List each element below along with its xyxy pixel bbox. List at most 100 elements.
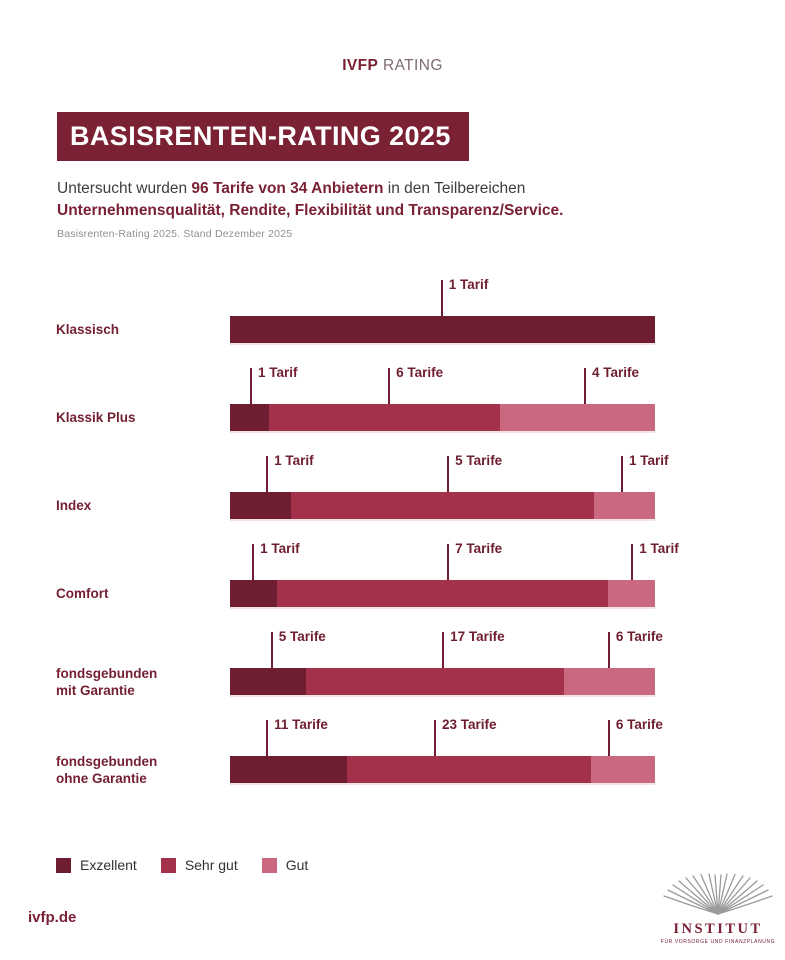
annotation-tick bbox=[447, 456, 450, 492]
annotation-tick bbox=[434, 720, 436, 756]
annotation-label: 1 Tarif bbox=[629, 453, 669, 468]
subtitle-part2: in den Teilbereichen bbox=[383, 180, 526, 197]
annotation-tick bbox=[440, 280, 443, 316]
website-link[interactable]: ivfp.de bbox=[28, 909, 77, 926]
page-title-text: BASISRENTEN-RATING 2025 bbox=[70, 121, 451, 151]
annotation-tick bbox=[252, 544, 255, 580]
bar-segment-gut bbox=[607, 580, 655, 607]
annotation-label: 17 Tarife bbox=[450, 629, 505, 644]
stacked-bar bbox=[230, 492, 655, 521]
bar-segment-gut bbox=[500, 404, 655, 431]
annotation-label: 1 Tarif bbox=[274, 453, 314, 468]
annotation-tick bbox=[607, 632, 610, 668]
bar-segment-sehr-gut bbox=[346, 756, 592, 783]
stacked-bar bbox=[230, 668, 655, 697]
bar-segment-sehr-gut bbox=[290, 492, 595, 519]
bar-area: 1 Tarif 7 Tarife 1 Tarif bbox=[230, 541, 679, 629]
bar-area: 1 Tarif bbox=[230, 277, 655, 365]
annotation-label: 6 Tarife bbox=[615, 717, 663, 732]
open-book-icon bbox=[658, 873, 778, 922]
row-label: Index bbox=[56, 498, 92, 514]
bar-segment-exzellent bbox=[230, 580, 278, 607]
subtitle-highlight: 96 Tarife von 34 Anbietern bbox=[191, 180, 384, 197]
stacked-bar bbox=[230, 316, 655, 345]
annotation-label: 5 Tarife bbox=[455, 453, 503, 468]
annotation-label: 1 Tarif bbox=[260, 541, 300, 556]
logo-title: INSTITUT bbox=[673, 921, 763, 937]
bar-segment-gut bbox=[594, 492, 655, 519]
legend-swatch-sehr-gut bbox=[160, 857, 176, 873]
annotation-label: 23 Tarife bbox=[442, 717, 497, 732]
annotation-tick bbox=[631, 544, 634, 580]
annotation-tick bbox=[266, 456, 269, 492]
chart-row: Comfort 1 Tarif 7 Tarife 1 Tarif bbox=[0, 541, 785, 629]
bar-segment-exzellent bbox=[230, 668, 306, 695]
row-label: Klassik Plus bbox=[56, 410, 136, 426]
subtitle-line2: Unternehmensqualität, Rendite, Flexibili… bbox=[57, 201, 564, 219]
legend-swatch-gut bbox=[261, 857, 277, 873]
legend: Exzellent Sehr gut Gut bbox=[56, 857, 308, 873]
legend-label-sehr-gut: Sehr gut bbox=[184, 857, 238, 873]
legend-label-exzellent: Exzellent bbox=[80, 857, 137, 873]
annotation-tick bbox=[388, 368, 391, 404]
brand-wordmark-bold: IVFP bbox=[342, 57, 379, 74]
row-label: fondsgebunden mit Garantie bbox=[56, 666, 158, 698]
subtitle-part1: Untersucht wurden bbox=[57, 180, 192, 197]
row-label: fondsgebunden ohne Garantie bbox=[56, 754, 158, 786]
annotation-tick bbox=[270, 632, 273, 668]
chart-row: Klassik Plus 1 Tarif 6 Tarife 4 Tarife bbox=[0, 365, 785, 453]
bar-segment-gut bbox=[563, 668, 655, 695]
annotation-tick bbox=[607, 720, 610, 756]
annotation-tick bbox=[266, 720, 269, 756]
brand-wordmark-regular: RATING bbox=[378, 57, 443, 74]
bar-area: 1 Tarif 6 Tarife 4 Tarife bbox=[230, 365, 655, 453]
annotation-label: 6 Tarife bbox=[615, 629, 663, 644]
rating-bar-chart: Klassisch 1 Tarif Klassik Plus 1 Tarif 6 Tar… bbox=[0, 277, 785, 805]
logo-subtitle: FÜR VORSORGE UND FINANZPLANUNG bbox=[660, 939, 776, 945]
stacked-bar bbox=[230, 580, 655, 609]
brand-wordmark: IVFP RATING bbox=[0, 57, 785, 75]
chart-row: Klassisch 1 Tarif bbox=[0, 277, 785, 365]
bar-segment-sehr-gut bbox=[277, 580, 608, 607]
bar-segment-gut bbox=[591, 756, 655, 783]
bar-area: 1 Tarif 5 Tarife 1 Tarif bbox=[230, 453, 669, 541]
stacked-bar bbox=[230, 404, 655, 433]
chart-row: fondsgebunden mit Garantie 5 Tarife 17 Tari… bbox=[0, 629, 785, 717]
bar-segment-exzellent bbox=[230, 316, 655, 343]
institut-logo: INSTITUT FÜR VORSORGE UND FINANZPLANUNG bbox=[652, 872, 784, 945]
annotation-label: 5 Tarife bbox=[278, 629, 326, 644]
chart-row: Index 1 Tarif 5 Tarife 1 Tarif bbox=[0, 453, 785, 541]
legend-item-gut: Gut bbox=[261, 857, 309, 873]
annotation-label: 1 Tarif bbox=[257, 365, 298, 380]
row-label: Comfort bbox=[56, 586, 109, 602]
bar-segment-sehr-gut bbox=[268, 404, 501, 431]
annotation-label: 1 Tarif bbox=[448, 277, 489, 292]
legend-item-exzellent: Exzellent bbox=[56, 857, 137, 873]
chart-row: fondsgebunden ohne Garantie 11 Tarife 23 Ta… bbox=[0, 717, 785, 805]
page-title: BASISRENTEN-RATING 2025 bbox=[57, 112, 469, 161]
bar-segment-exzellent bbox=[230, 404, 269, 431]
bar-segment-exzellent bbox=[230, 492, 291, 519]
annotation-tick bbox=[621, 456, 623, 492]
legend-swatch-exzellent bbox=[56, 857, 71, 873]
legend-item-sehr-gut: Sehr gut bbox=[160, 857, 238, 873]
bar-segment-sehr-gut bbox=[305, 668, 564, 695]
legend-label-gut: Gut bbox=[285, 857, 309, 873]
source-note: Basisrenten-Rating 2025. Stand Dezember … bbox=[57, 228, 293, 240]
annotation-label: 11 Tarife bbox=[274, 717, 328, 732]
annotation-label: 4 Tarife bbox=[592, 365, 640, 380]
bar-segment-exzellent bbox=[230, 756, 347, 783]
bar-area: 11 Tarife 23 Tarife 6 Tarife bbox=[230, 717, 663, 805]
annotation-label: 6 Tarife bbox=[396, 365, 444, 380]
annotation-label: 1 Tarif bbox=[639, 541, 679, 556]
row-label: Klassisch bbox=[56, 322, 120, 338]
annotation-tick bbox=[447, 544, 450, 580]
annotation-tick bbox=[584, 368, 587, 404]
annotation-tick bbox=[249, 368, 252, 404]
stacked-bar bbox=[230, 756, 655, 785]
subtitle: Untersucht wurden 96 Tarife von 34 Anbie… bbox=[57, 178, 757, 221]
bar-area: 5 Tarife 17 Tarife 6 Tarife bbox=[230, 629, 663, 717]
annotation-tick bbox=[442, 632, 445, 668]
annotation-label: 7 Tarife bbox=[455, 541, 503, 556]
